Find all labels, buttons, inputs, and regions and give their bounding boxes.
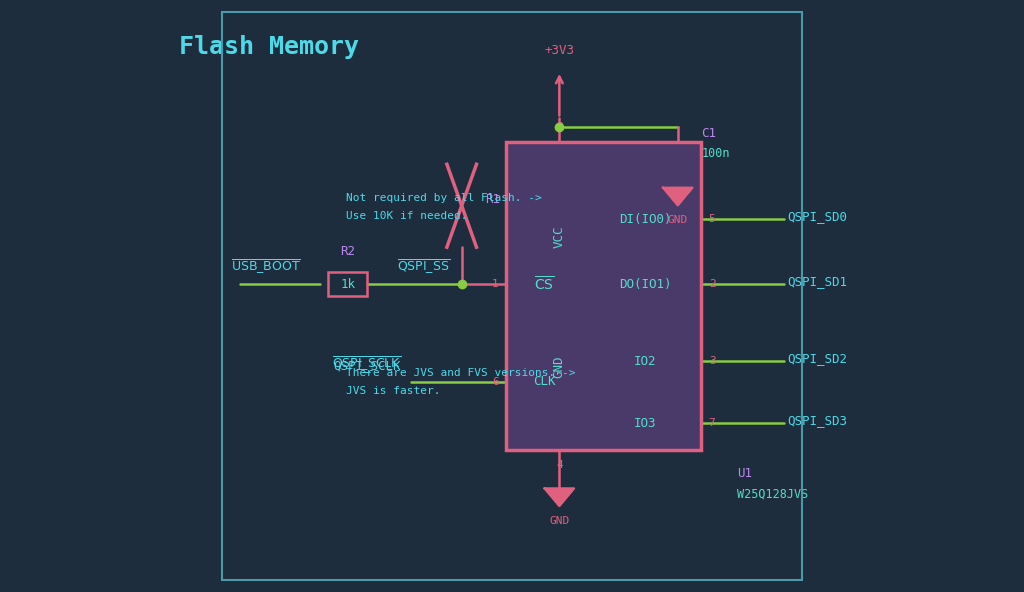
Text: $\overline{\mathrm{QSPI\_SCLK}}$: $\overline{\mathrm{QSPI\_SCLK}}$ (333, 355, 401, 374)
Text: QSPI_SD2: QSPI_SD2 (787, 352, 847, 365)
Polygon shape (663, 188, 692, 205)
Text: $\overline{\mathrm{QSPI\_SS}}$: $\overline{\mathrm{QSPI\_SS}}$ (396, 257, 450, 276)
Text: $\overline{\mathrm{USB\_BOOT}}$: $\overline{\mathrm{USB\_BOOT}}$ (231, 257, 301, 276)
Text: R1: R1 (485, 194, 501, 206)
Bar (329, 272, 367, 296)
Text: IO2: IO2 (634, 355, 656, 368)
Polygon shape (545, 488, 574, 506)
Text: +3V3: +3V3 (545, 44, 574, 57)
Text: GND: GND (549, 516, 569, 526)
Text: 6: 6 (493, 377, 499, 387)
Text: Flash Memory: Flash Memory (179, 36, 359, 59)
Text: DI(IO0): DI(IO0) (618, 213, 672, 226)
Text: VCC: VCC (553, 226, 566, 248)
Text: 1k: 1k (340, 278, 355, 291)
Text: IO3: IO3 (634, 417, 656, 430)
Text: C1: C1 (701, 127, 717, 140)
Text: Not required by all Flash. ->: Not required by all Flash. -> (346, 194, 542, 203)
Text: 7: 7 (709, 419, 716, 428)
Text: 100n: 100n (701, 147, 730, 160)
Text: 4: 4 (556, 460, 563, 469)
Text: GND: GND (553, 356, 566, 378)
Text: R2: R2 (340, 245, 355, 258)
Text: DO(IO1): DO(IO1) (618, 278, 672, 291)
Text: QSPI_SD0: QSPI_SD0 (787, 210, 847, 223)
Text: 8: 8 (556, 123, 563, 132)
Bar (506, 142, 701, 450)
Text: Use 10K if needed.: Use 10K if needed. (346, 211, 468, 221)
Text: There are JVS and FVS versions. ->: There are JVS and FVS versions. -> (346, 368, 575, 378)
Text: 3: 3 (709, 356, 716, 366)
Text: CLK: CLK (534, 375, 556, 388)
Text: $\overline{\mathrm{CS}}$: $\overline{\mathrm{CS}}$ (535, 275, 555, 293)
Text: U1: U1 (737, 467, 752, 480)
Text: QSPI_SD1: QSPI_SD1 (787, 275, 847, 288)
Text: W25Q128JVS: W25Q128JVS (737, 488, 808, 501)
Text: 5: 5 (709, 214, 716, 224)
Text: QSPI_SD3: QSPI_SD3 (787, 414, 847, 427)
Text: QSPI_SCLK: QSPI_SCLK (333, 359, 400, 372)
Text: 1: 1 (493, 279, 499, 289)
Text: 2: 2 (709, 279, 716, 289)
Text: GND: GND (668, 215, 688, 225)
Text: JVS is faster.: JVS is faster. (346, 386, 440, 395)
